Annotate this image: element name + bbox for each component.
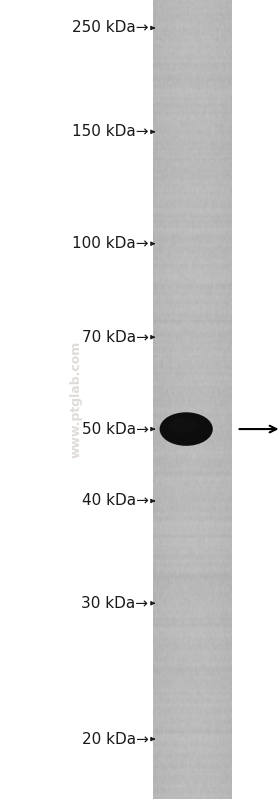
- Text: 40 kDa→: 40 kDa→: [81, 494, 148, 508]
- Text: 50 kDa→: 50 kDa→: [81, 422, 148, 436]
- Text: 100 kDa→: 100 kDa→: [72, 237, 148, 251]
- Text: 30 kDa→: 30 kDa→: [81, 596, 148, 610]
- Text: 70 kDa→: 70 kDa→: [81, 330, 148, 344]
- Ellipse shape: [169, 419, 198, 433]
- Ellipse shape: [160, 412, 213, 446]
- Text: 250 kDa→: 250 kDa→: [72, 21, 148, 35]
- Text: 150 kDa→: 150 kDa→: [72, 125, 148, 139]
- Text: 20 kDa→: 20 kDa→: [81, 732, 148, 746]
- Text: www.ptglab.com: www.ptglab.com: [69, 341, 82, 458]
